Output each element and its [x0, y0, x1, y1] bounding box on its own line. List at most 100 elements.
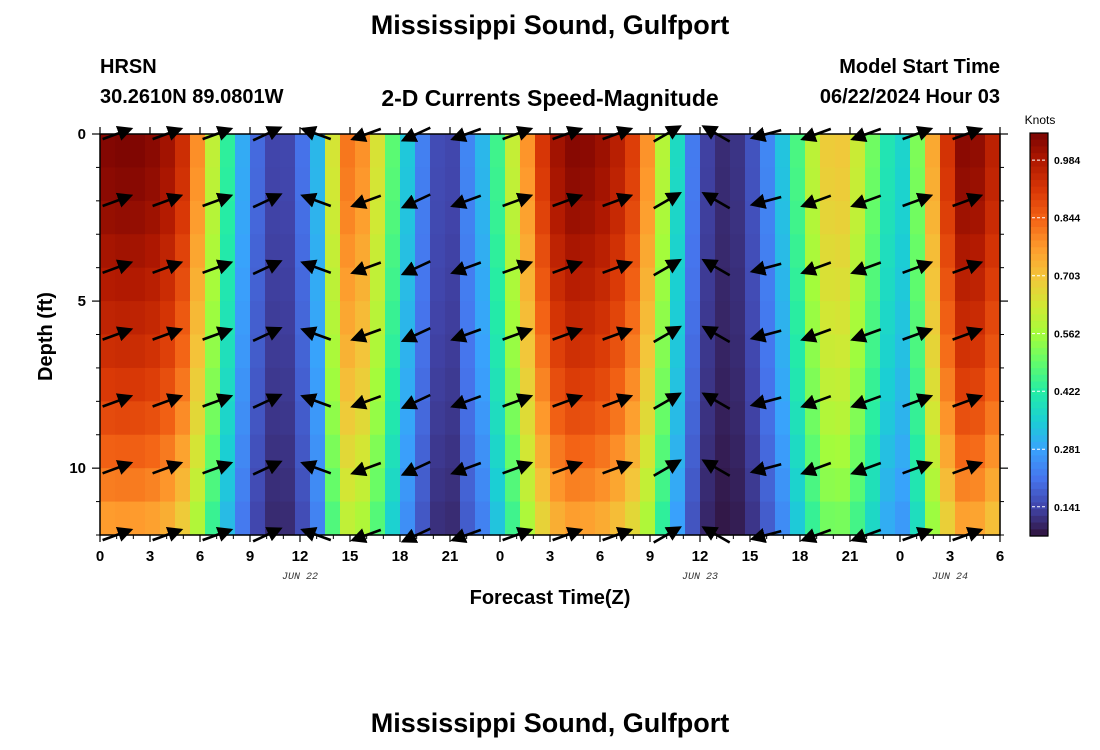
current-vector	[850, 327, 882, 343]
colorbar-tick-label: 0.703	[1054, 271, 1080, 283]
heatmap-cell	[880, 401, 896, 436]
heatmap-cell	[775, 234, 791, 269]
heatmap-cell	[130, 234, 146, 269]
heatmap-cell	[775, 200, 791, 235]
heatmap-cell	[430, 267, 446, 302]
heatmap-cell	[445, 468, 461, 503]
heatmap-cell	[205, 401, 221, 436]
heatmap-cell	[250, 200, 266, 235]
heatmap-cell	[490, 367, 506, 402]
current-vector	[850, 461, 882, 477]
heatmap-cell	[430, 167, 446, 202]
x-tick-label: 9	[246, 548, 254, 565]
heatmap-cell	[880, 134, 896, 169]
heatmap-cell	[475, 167, 491, 202]
colorbar-tick-label: 0.281	[1054, 444, 1080, 456]
heatmap-cell	[760, 234, 776, 269]
heatmap-cell	[325, 367, 341, 402]
heatmap-cell	[460, 267, 476, 302]
heatmap-cell	[535, 134, 551, 169]
heatmap-cell	[415, 134, 431, 169]
heatmap-cell	[475, 301, 491, 336]
heatmap-cell	[460, 501, 476, 536]
heatmap-cell	[310, 334, 326, 369]
colorbar-title: Knots	[1025, 113, 1056, 127]
heatmap-cell	[100, 200, 116, 235]
heatmap-cell	[955, 200, 971, 235]
current-vector	[749, 193, 782, 209]
y-axis: 0 5 10	[69, 126, 1008, 536]
heatmap-cell	[790, 301, 806, 336]
heatmap-cell	[535, 367, 551, 402]
current-vector	[800, 327, 832, 343]
heatmap-cell	[190, 468, 206, 503]
heatmap-cell	[220, 134, 236, 169]
heatmap-cell	[835, 134, 851, 169]
heatmap-cell	[940, 367, 956, 402]
heatmap-cell	[475, 501, 491, 536]
heatmap-cell	[730, 301, 746, 336]
heatmap-cell	[595, 134, 611, 169]
heatmap-cell	[145, 234, 161, 269]
colorbar-segment	[1030, 522, 1048, 530]
heatmap-cell	[175, 134, 191, 169]
heatmap-cell	[325, 401, 341, 436]
x-tick-label: 3	[946, 548, 954, 565]
heatmap-cell	[910, 468, 926, 503]
heatmap-cell	[280, 134, 296, 169]
current-vector	[701, 192, 731, 210]
current-vector	[450, 461, 482, 477]
heatmap-cell	[910, 434, 926, 469]
heatmap-cell	[355, 334, 371, 369]
heatmap-cell	[955, 167, 971, 202]
heatmap-cell	[160, 401, 176, 436]
current-vector	[952, 192, 984, 208]
heatmap-cell	[760, 401, 776, 436]
heatmap-cell	[340, 334, 356, 369]
heatmap-cell	[565, 200, 581, 235]
heatmap-cell	[130, 301, 146, 336]
heatmap-cell	[505, 501, 521, 536]
heatmap-cell	[400, 234, 416, 269]
colorbar-segment	[1030, 388, 1048, 396]
heatmap-cell	[445, 367, 461, 402]
heatmap-cell	[640, 501, 656, 536]
current-vector	[902, 393, 934, 408]
heatmap-cell	[985, 434, 1001, 469]
current-vector	[602, 259, 634, 275]
heatmap-cell	[355, 234, 371, 269]
heatmap-cell	[805, 501, 821, 536]
heatmap-cell	[715, 167, 731, 202]
heatmap-cell	[415, 367, 431, 402]
heatmap-cell	[715, 267, 731, 302]
heatmap-cell	[340, 134, 356, 169]
heatmap-cell	[790, 367, 806, 402]
heatmap-cell	[805, 167, 821, 202]
heatmap-cell	[580, 200, 596, 235]
station-coords: 30.2610N 89.0801W	[100, 86, 284, 108]
current-vector	[552, 192, 584, 208]
heatmap-cell	[655, 301, 671, 336]
current-vector	[800, 461, 832, 477]
current-vector	[102, 460, 134, 475]
heatmap-cell	[745, 434, 761, 469]
heatmap-cell	[685, 401, 701, 436]
heatmap-cell	[625, 200, 641, 235]
current-vector	[300, 460, 332, 475]
heatmap-cell	[760, 434, 776, 469]
heatmap-cell	[400, 401, 416, 436]
heatmap-cell	[130, 367, 146, 402]
heatmap-cell	[340, 434, 356, 469]
heatmap-cell	[400, 167, 416, 202]
heatmap-cell	[160, 301, 176, 336]
heatmap-cell	[190, 134, 206, 169]
heatmap-cell	[400, 434, 416, 469]
heatmap-cell	[595, 401, 611, 436]
heatmap-cell	[580, 434, 596, 469]
heatmap-cell	[715, 468, 731, 503]
heatmap-cell	[685, 167, 701, 202]
heatmap-cell	[400, 367, 416, 402]
heatmap-cell	[145, 434, 161, 469]
heatmap-cell	[820, 468, 836, 503]
heatmap-cell	[535, 334, 551, 369]
